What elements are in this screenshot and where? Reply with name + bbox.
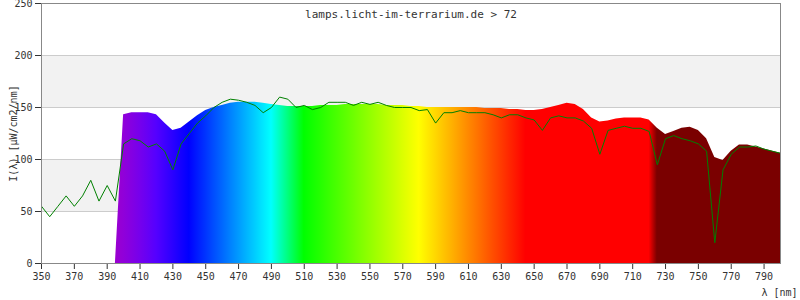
svg-text:lamps.licht-im-terrarium.de >: lamps.licht-im-terrarium.de > 72 (305, 8, 517, 21)
svg-text:350: 350 (32, 271, 50, 282)
svg-text:630: 630 (492, 271, 510, 282)
svg-text:430: 430 (164, 271, 182, 282)
svg-text:790: 790 (755, 271, 773, 282)
svg-text:570: 570 (394, 271, 412, 282)
svg-text:710: 710 (624, 271, 642, 282)
svg-text:670: 670 (558, 271, 576, 282)
svg-text:470: 470 (230, 271, 248, 282)
svg-text:750: 750 (689, 271, 707, 282)
svg-text:490: 490 (262, 271, 280, 282)
svg-text:550: 550 (361, 271, 379, 282)
svg-text:200: 200 (14, 50, 32, 61)
svg-text:770: 770 (722, 271, 740, 282)
svg-text:510: 510 (295, 271, 313, 282)
svg-text:λ [nm]: λ [nm] (761, 287, 797, 298)
svg-text:100: 100 (14, 153, 33, 165)
svg-text:590: 590 (427, 271, 445, 282)
svg-text:730: 730 (657, 271, 675, 282)
svg-text:410: 410 (131, 271, 149, 282)
svg-text:I(λ) [µW/cm2/nm]: I(λ) [µW/cm2/nm] (8, 85, 19, 181)
svg-text:390: 390 (98, 271, 116, 282)
svg-text:650: 650 (525, 271, 543, 282)
svg-text:0: 0 (26, 258, 32, 269)
svg-text:250: 250 (14, 0, 32, 9)
svg-text:150: 150 (14, 101, 33, 113)
svg-text:530: 530 (328, 271, 346, 282)
svg-text:450: 450 (197, 271, 215, 282)
svg-text:370: 370 (65, 271, 83, 282)
svg-text:610: 610 (459, 271, 477, 282)
svg-text:50: 50 (20, 206, 32, 217)
svg-text:690: 690 (591, 271, 609, 282)
